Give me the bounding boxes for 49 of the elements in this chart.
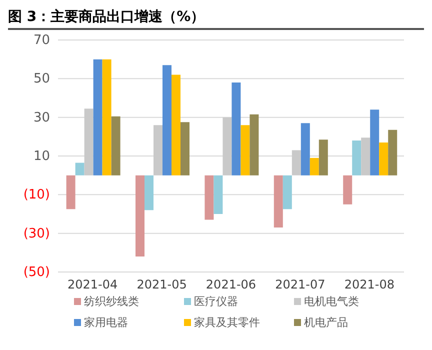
bar: [172, 74, 181, 176]
x-tick-label: 2021-06: [206, 278, 256, 292]
bar: [282, 175, 292, 210]
bar: [93, 59, 102, 176]
bar: [292, 150, 301, 176]
legend-label: 电机电气类: [304, 294, 359, 309]
bar: [250, 114, 259, 176]
bar: [232, 82, 241, 176]
x-tick-label: 2021-07: [275, 278, 326, 292]
bar: [300, 123, 310, 176]
bar: [144, 175, 154, 210]
bar: [388, 130, 398, 176]
y-tick-label: (30): [23, 226, 50, 242]
legend-label: 家具及其零件: [194, 315, 260, 330]
y-tick-label: 50: [33, 72, 50, 87]
x-tick-label: 2021-05: [136, 278, 187, 292]
bar: [102, 59, 112, 176]
legend-label: 纺织纱线类: [84, 294, 139, 309]
bar: [274, 175, 283, 228]
x-tick-label: 2021-04: [68, 278, 118, 292]
bar: [343, 175, 352, 204]
bar: [154, 125, 163, 176]
bar: [180, 122, 190, 176]
bar: [136, 175, 145, 257]
y-tick-label: (10): [23, 188, 50, 203]
bar: [370, 110, 380, 176]
chart-title: 图 3：主要商品出口增速（%）: [8, 8, 424, 30]
y-tick-label: 70: [33, 33, 50, 48]
legend-label: 家用电器: [84, 315, 128, 330]
bar: [75, 162, 84, 176]
bar: [318, 140, 328, 176]
bar: [222, 117, 232, 176]
bar: [379, 142, 388, 176]
y-tick-label: 10: [33, 149, 50, 164]
y-tick-label: 30: [33, 110, 50, 126]
y-tick-label: (50): [23, 265, 50, 280]
bar: [361, 138, 370, 176]
bar: [84, 108, 94, 176]
bar: [214, 175, 223, 214]
bar: [352, 140, 362, 176]
legend-label: 医疗仪器: [194, 294, 238, 309]
bar: [204, 175, 214, 220]
bar: [111, 116, 120, 176]
bar: [240, 125, 250, 176]
bar: [66, 175, 76, 210]
bar: [162, 65, 172, 176]
bar: [310, 158, 319, 176]
x-tick-label: 2021-08: [344, 278, 394, 292]
legend-label: 机电产品: [304, 315, 348, 330]
